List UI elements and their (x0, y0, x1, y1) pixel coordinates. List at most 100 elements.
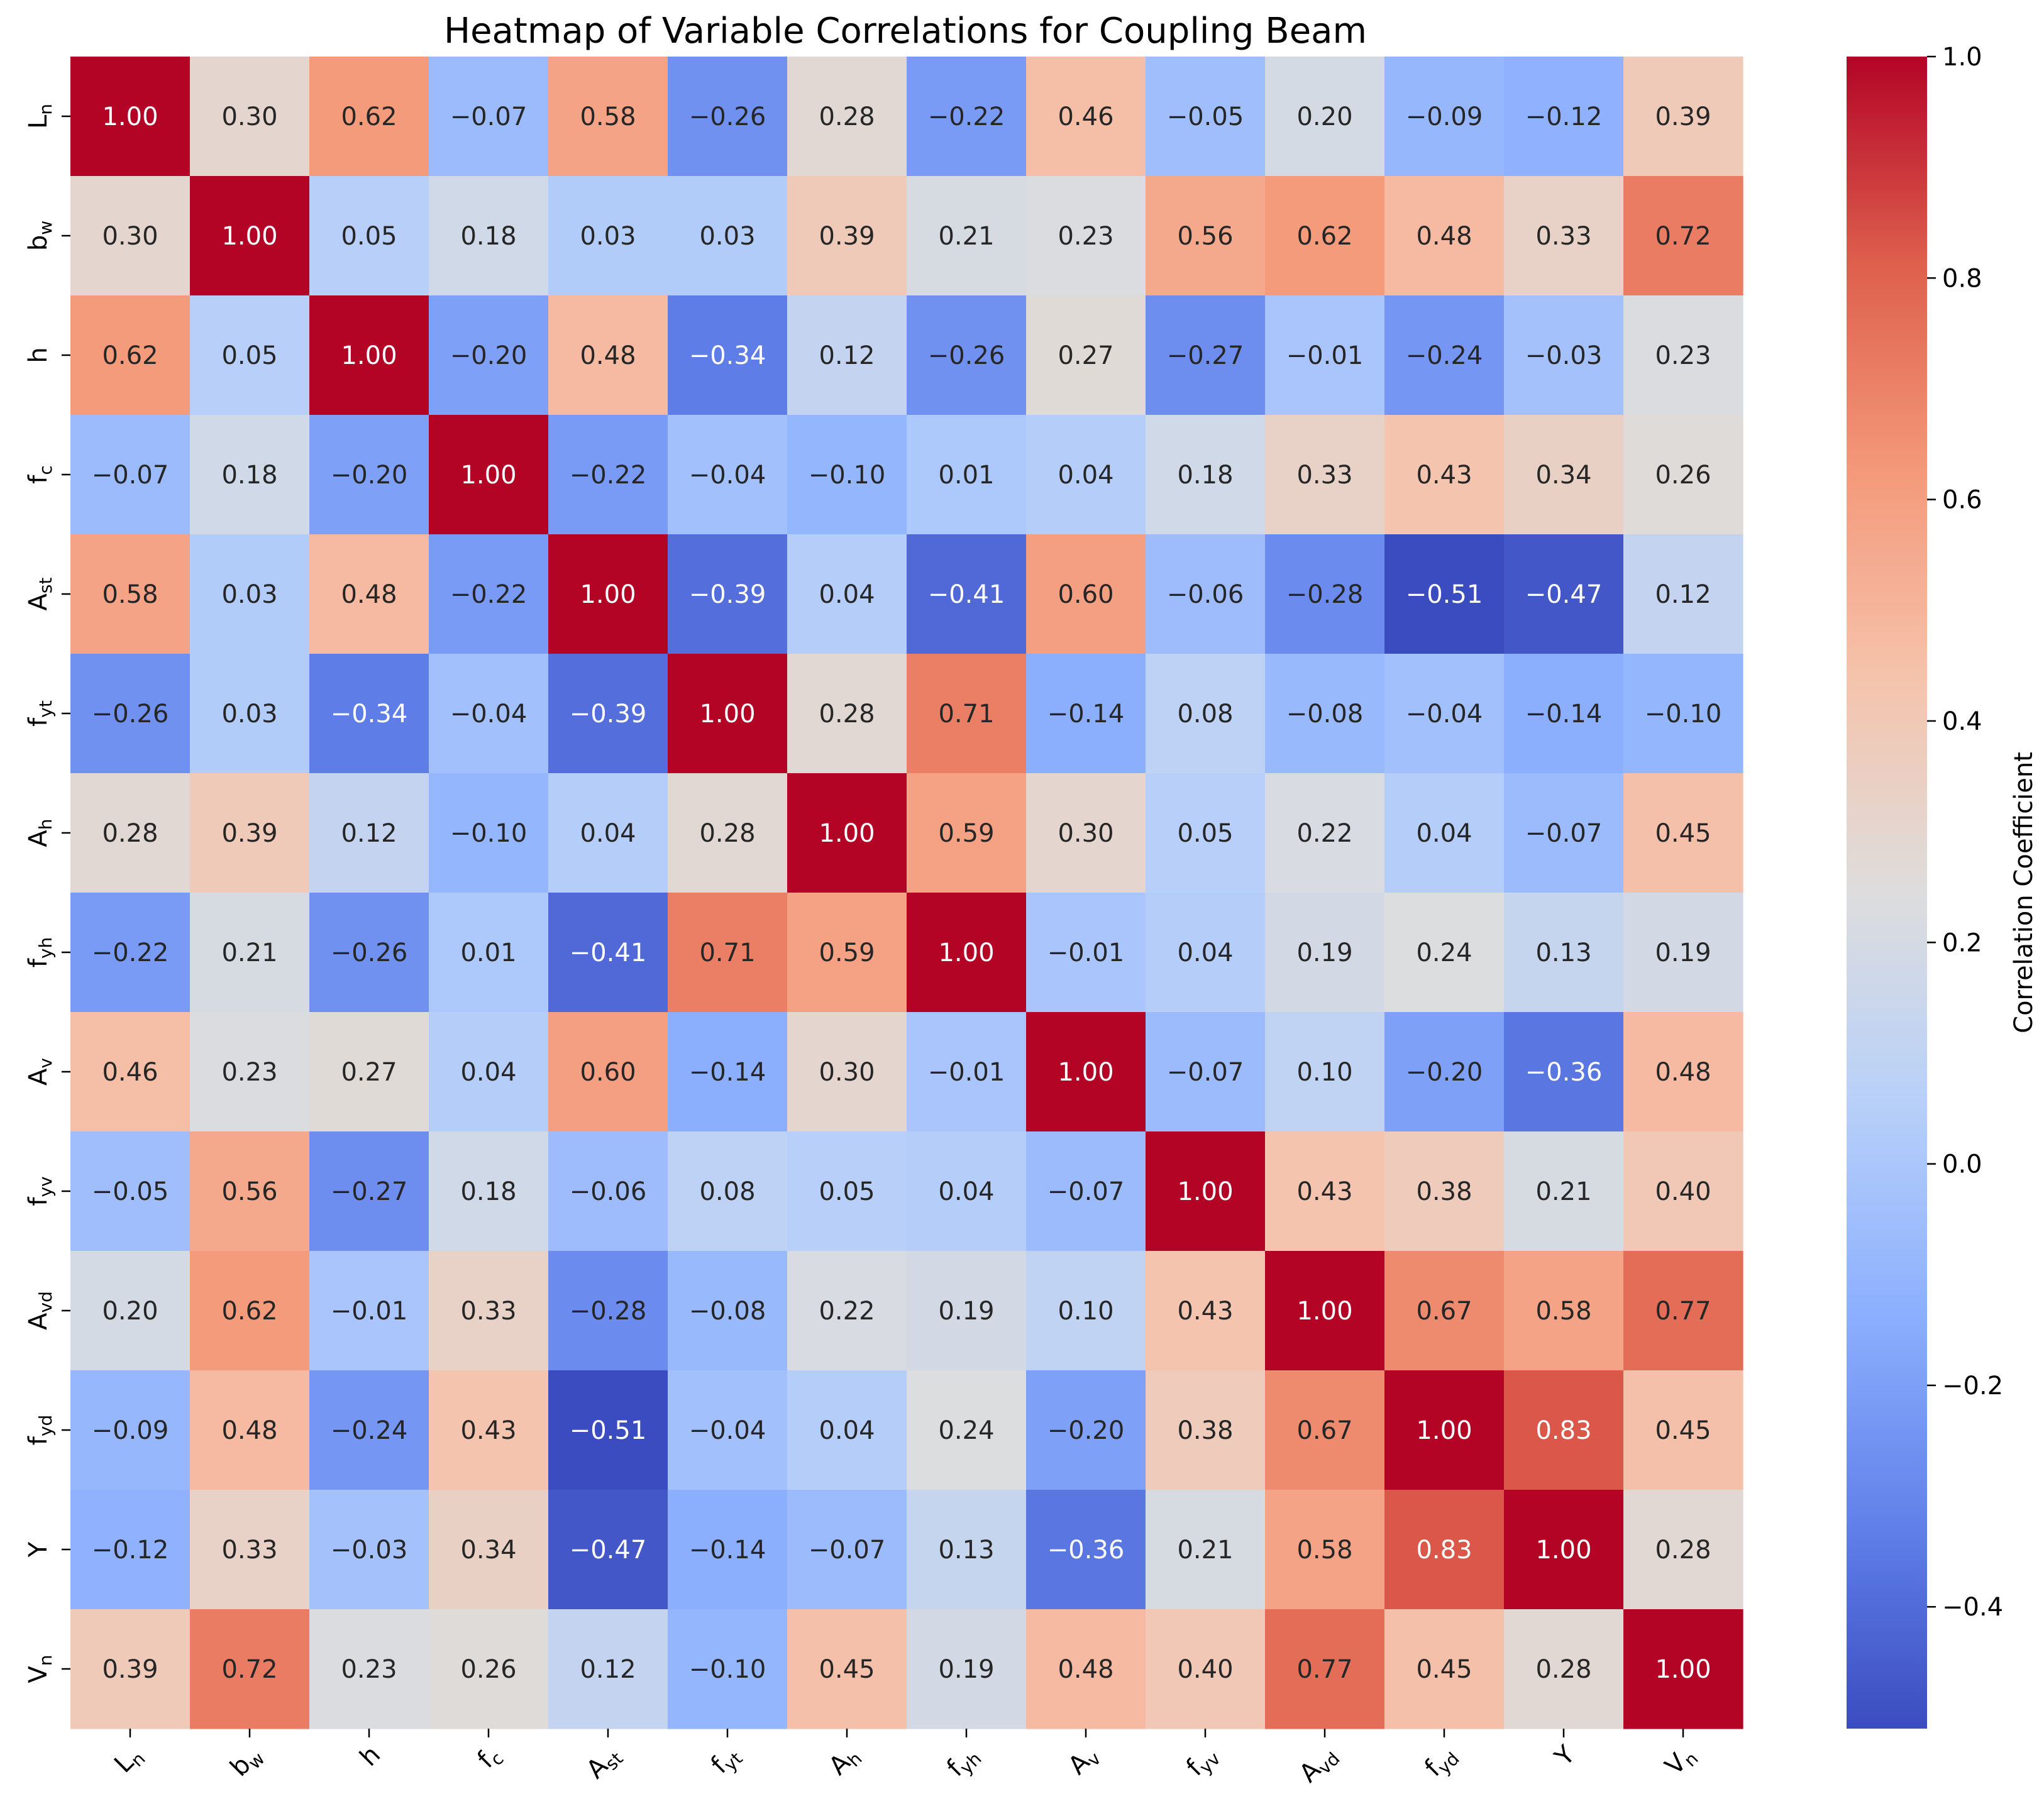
cell-value-label: 0.34 (1535, 461, 1591, 490)
heatmap-cell-bw-ah (787, 176, 907, 296)
cell-value-label: 0.08 (1177, 700, 1233, 729)
heatmap-cell-fyt-avd (1265, 654, 1385, 774)
heatmap-cell-bw-avd (1265, 176, 1385, 296)
heatmap-cell-fc-fyh (907, 415, 1027, 535)
cell-value-label: −0.07 (1047, 1177, 1125, 1206)
cell-value-label: −0.22 (450, 580, 528, 609)
heatmap-cell-fyv-ah (787, 1131, 907, 1252)
cell-value-label: 0.23 (1655, 341, 1711, 370)
cell-value-label: −0.26 (928, 341, 1005, 370)
cell-value-label: 0.04 (1177, 938, 1233, 967)
heatmap-cell-vn-fyd (1384, 1609, 1505, 1729)
heatmap-cell-fc-av (1026, 415, 1146, 535)
cell-value-label: 0.18 (1177, 461, 1233, 490)
y-tick-label-ast: Ast (24, 578, 56, 611)
cell-value-label: 0.19 (938, 1655, 994, 1684)
heatmap-cell-ah-ah (787, 773, 907, 893)
y-tick-label-av: Av (24, 1058, 56, 1086)
cell-value-label: 0.58 (102, 580, 158, 609)
heatmap-cell-ah-avd (1265, 773, 1385, 893)
heatmap-cell-ln-av (1026, 57, 1146, 177)
heatmap-cell-ah-vn (1623, 773, 1743, 893)
x-tick-label-fyh: fyh (941, 1741, 985, 1785)
heatmap-cell-h-fyh (907, 295, 1027, 415)
heatmap-cell-fyv-vn (1623, 1131, 1743, 1252)
colorbar-tick-label: 0.2 (1942, 928, 1982, 957)
heatmap-cell-ln-fyh (907, 57, 1027, 177)
cell-value-label: 0.72 (221, 1655, 277, 1684)
heatmap-cell-fyt-av (1026, 654, 1146, 774)
heatmap-cell-av-ast (548, 1012, 668, 1132)
cell-value-label: 0.05 (341, 222, 397, 251)
cell-value-label: 0.67 (1416, 1297, 1472, 1326)
colorbar-tick-label: 0.0 (1942, 1150, 1982, 1179)
heatmap-cell-y-fyh (907, 1490, 1027, 1610)
cell-value-label: 0.18 (460, 1177, 516, 1206)
heatmap-cell-fyv-av (1026, 1131, 1146, 1252)
cell-value-label: −0.41 (570, 938, 647, 967)
cell-value-label: 0.45 (1416, 1655, 1472, 1684)
colorbar-tick-label: 1.0 (1942, 43, 1982, 72)
cell-value-label: −0.03 (1525, 341, 1603, 370)
heatmap-cell-vn-bw (190, 1609, 310, 1729)
heatmap-cell-av-fyv (1146, 1012, 1266, 1132)
heatmap-cell-y-fc (429, 1490, 549, 1610)
heatmap-cell-y-fyt (668, 1490, 788, 1610)
cell-value-label: 0.03 (221, 580, 277, 609)
cell-value-label: 0.45 (819, 1655, 875, 1684)
heatmap-cell-ah-fc (429, 773, 549, 893)
cell-value-label: −0.09 (92, 1416, 169, 1445)
cell-value-label: 0.62 (341, 102, 397, 131)
cell-value-label: 0.03 (699, 222, 755, 251)
heatmap-cell-bw-fyd (1384, 176, 1505, 296)
heatmap-cell-fc-y (1504, 415, 1624, 535)
cell-value-label: 0.38 (1177, 1416, 1233, 1445)
heatmap-cell-ast-fc (429, 534, 549, 654)
cell-value-label: 0.67 (1296, 1416, 1352, 1445)
cell-value-label: 0.45 (1655, 1416, 1711, 1445)
cell-value-label: −0.20 (1047, 1416, 1125, 1445)
heatmap-cell-avd-fyd (1384, 1251, 1505, 1371)
cell-value-label: 0.71 (938, 700, 994, 729)
cell-value-label: 0.12 (819, 341, 875, 370)
cell-value-label: −0.14 (1047, 700, 1125, 729)
heatmap-cell-vn-h (309, 1609, 429, 1729)
heatmap-cell-fyh-fyh (907, 893, 1027, 1013)
cell-value-label: 0.30 (221, 102, 277, 131)
heatmap-cell-y-h (309, 1490, 429, 1610)
heatmap-cell-avd-ln (70, 1251, 191, 1371)
cell-value-label: −0.04 (450, 700, 528, 729)
cell-value-label: 0.05 (221, 341, 277, 370)
cell-value-label: 0.48 (1655, 1058, 1711, 1087)
cell-value-label: −0.12 (92, 1536, 169, 1565)
heatmap-cell-h-ast (548, 295, 668, 415)
cell-value-label: 0.43 (1177, 1297, 1233, 1326)
cell-value-label: −0.14 (689, 1058, 766, 1087)
cell-value-label: 0.05 (1177, 819, 1233, 848)
cell-value-label: 1.00 (102, 102, 158, 131)
cell-value-label: 1.00 (1416, 1416, 1472, 1445)
cell-value-label: 0.46 (1058, 102, 1113, 131)
heatmap-cell-ln-vn (1623, 57, 1743, 177)
heatmap-cell-fyt-fc (429, 654, 549, 774)
heatmap-cell-av-h (309, 1012, 429, 1132)
heatmap-cell-fyd-fc (429, 1370, 549, 1490)
cell-value-label: 0.39 (102, 1655, 158, 1684)
heatmap-cell-y-vn (1623, 1490, 1743, 1610)
heatmap-cell-vn-vn (1623, 1609, 1743, 1729)
cell-value-label: −0.14 (1525, 700, 1603, 729)
heatmap-cell-fyt-vn (1623, 654, 1743, 774)
cell-value-label: −0.34 (689, 341, 766, 370)
heatmap-cell-av-fyt (668, 1012, 788, 1132)
heatmap-cell-ln-fc (429, 57, 549, 177)
cell-value-label: 1.00 (819, 819, 875, 848)
heatmap-cell-fyv-ln (70, 1131, 191, 1252)
heatmap-cell-fyh-fyd (1384, 893, 1505, 1013)
cell-value-label: 0.39 (819, 222, 875, 251)
cell-value-label: 0.27 (1058, 341, 1113, 370)
cell-value-label: −0.36 (1047, 1536, 1125, 1565)
heatmap-cell-ast-y (1504, 534, 1624, 654)
cell-value-label: 0.21 (221, 938, 277, 967)
heatmap-cell-av-fyh (907, 1012, 1027, 1132)
heatmap-cell-y-fyd (1384, 1490, 1505, 1610)
